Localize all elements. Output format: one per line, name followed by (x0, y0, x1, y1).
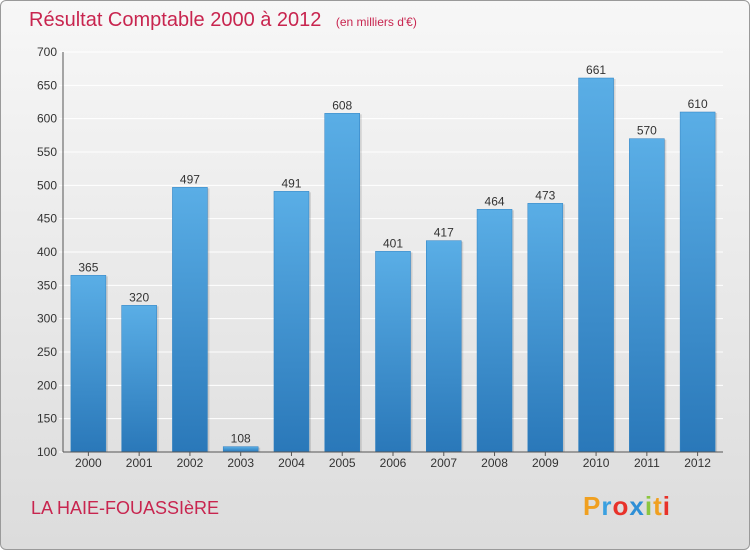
y-tick-label: 350 (37, 278, 57, 292)
town-name: LA HAIE-FOUASSIèRE (31, 498, 220, 518)
data-label-2009: 473 (535, 188, 555, 202)
y-tick-label: 500 (37, 178, 57, 192)
x-tick-label-2010: 2010 (583, 456, 610, 470)
bar-2000 (70, 275, 107, 453)
bars: 365 320 497 108 491 608 401 417 464 473 661 570 610 (70, 63, 718, 453)
data-label-2002: 497 (180, 172, 200, 186)
chart-title: Résultat Comptable 2000 à 2012 (29, 9, 322, 31)
data-label-2004: 491 (281, 176, 301, 190)
data-label-2001: 320 (129, 290, 149, 304)
bar-2007 (426, 240, 462, 453)
data-label-2010: 661 (586, 63, 606, 77)
bar-2003 (222, 446, 259, 453)
data-label-2003: 108 (231, 432, 251, 446)
y-tick-label: 200 (37, 378, 57, 392)
x-tick-label-2001: 2001 (126, 456, 153, 470)
logo-letter: t (653, 491, 663, 521)
y-tick-label: 100 (37, 445, 57, 459)
bar-2005 (324, 113, 360, 453)
data-label-2011: 570 (637, 124, 657, 138)
bar-2004 (273, 191, 310, 453)
bar-2011 (629, 138, 665, 453)
data-label-2000: 365 (78, 260, 98, 274)
y-tick-label: 400 (37, 245, 57, 259)
x-tick-label-2011: 2011 (634, 456, 660, 470)
bar-2009 (527, 203, 564, 453)
y-tick-label: 250 (37, 345, 57, 359)
logo-letter: i (662, 491, 671, 521)
x-tick-label-2009: 2009 (532, 456, 559, 470)
x-tick-label-2004: 2004 (278, 456, 305, 470)
y-tick-label: 600 (37, 112, 57, 126)
bar-2002 (172, 187, 208, 453)
y-tick-label: 650 (37, 78, 57, 92)
y-tick-label: 550 (37, 145, 57, 159)
data-label-2006: 401 (383, 236, 403, 250)
x-tick-label-2008: 2008 (481, 456, 508, 470)
bar-2008 (476, 209, 513, 453)
logo-letter: x (629, 491, 645, 521)
proxiti-logo[interactable]: Proxiti (583, 491, 671, 522)
bar-2012 (679, 111, 716, 453)
logo-letter: o (612, 491, 630, 521)
x-tick-label-2003: 2003 (227, 456, 254, 470)
bar-2006 (375, 251, 411, 453)
logo-letter: r (601, 491, 613, 521)
logo-letter: P (583, 491, 602, 521)
data-label-2008: 464 (485, 194, 505, 208)
bar-2001 (121, 305, 157, 453)
x-tick-label-2007: 2007 (430, 456, 457, 470)
chart-title-row: Résultat Comptable 2000 à 2012 (en milli… (29, 9, 417, 32)
y-tick-label: 150 (37, 412, 57, 426)
x-tick-label-2006: 2006 (380, 456, 407, 470)
y-tick-label: 700 (37, 45, 57, 59)
y-tick-label: 300 (37, 312, 57, 326)
data-label-2005: 608 (332, 98, 352, 112)
data-label-2007: 417 (434, 226, 454, 240)
x-tick-label-2005: 2005 (329, 456, 356, 470)
x-tick-label-2000: 2000 (75, 456, 102, 470)
x-tick-label-2012: 2012 (684, 456, 711, 470)
chart-subtitle: (en milliers d'€) (335, 15, 417, 29)
logo-letter: i (644, 491, 654, 521)
bar-2010 (578, 77, 614, 453)
y-tick-label: 450 (37, 212, 57, 226)
axes: 100 150 200 250 300 350 400 450 500 550 600 650 700 2… (37, 45, 723, 470)
data-label-2012: 610 (688, 97, 708, 111)
x-tick-label-2002: 2002 (177, 456, 204, 470)
